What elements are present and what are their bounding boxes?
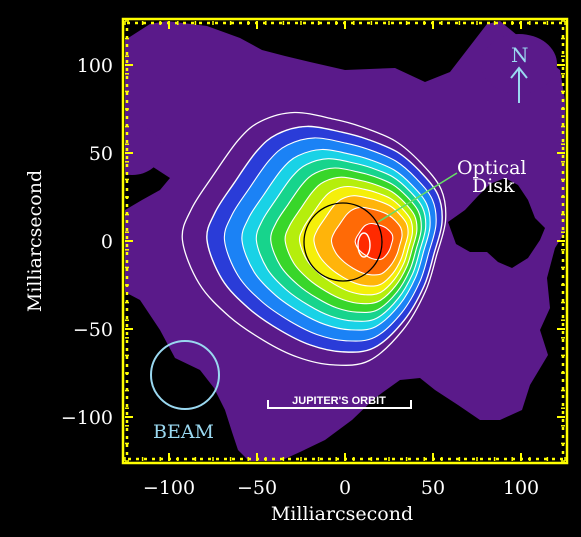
y-tick-labels: −100 −50 0 50 100 [61,55,113,429]
contour-line-6 [284,176,418,305]
x-tick-label: −50 [237,477,277,499]
contour-line-5 [270,167,422,314]
jupiter-orbit-scale-bar [267,400,412,409]
x-tick-labels: −100 −50 0 50 100 [143,477,539,499]
halo-gap-southwest [125,372,212,461]
halo-gap-southeast [420,430,502,461]
jupiter-orbit-label: JUPITER'S ORBIT [292,395,386,407]
beam-label: BEAM [153,421,214,443]
contour-line-1 [206,125,443,353]
beam-circle [150,340,220,410]
axis-ticks [124,20,566,462]
x-tick-label: −100 [143,477,195,499]
y-tick-label: −50 [73,319,113,341]
optical-disk-label-line1: Optical [457,157,527,179]
optical-disk-circle [303,202,383,282]
contour-line-3 [241,148,431,331]
emission-blob-northeast [481,34,557,94]
y-axis-title: Milliarcsecond [24,170,46,312]
contour-line-9 [330,206,403,276]
contour-line-2 [223,137,437,342]
y-tick-label: 0 [101,231,113,253]
contour-line-4 [255,158,427,322]
y-tick-label: 100 [77,55,113,77]
halo-gap-east [448,178,545,268]
x-tick-label: 50 [421,477,445,499]
contour-lines [181,111,447,366]
contour-peak [357,232,371,258]
optical-disk-label-line2: Disk [472,175,515,197]
contour-line-7 [298,185,414,296]
x-tick-label: 100 [503,477,539,499]
x-tick-label: 0 [339,477,351,499]
contour-line-outer [181,111,447,366]
plot-frame [121,17,569,465]
contour-line-10 [354,222,394,261]
y-tick-label: 50 [89,143,113,165]
north-arrow-icon [510,66,528,103]
emission-blob-west [125,125,162,175]
optical-disk-pointer [377,172,458,223]
north-label: N [511,43,529,67]
x-axis-title: Milliarcsecond [271,503,413,525]
y-tick-label: −100 [61,407,113,429]
optical-disk-label: Optical Disk [457,157,533,197]
